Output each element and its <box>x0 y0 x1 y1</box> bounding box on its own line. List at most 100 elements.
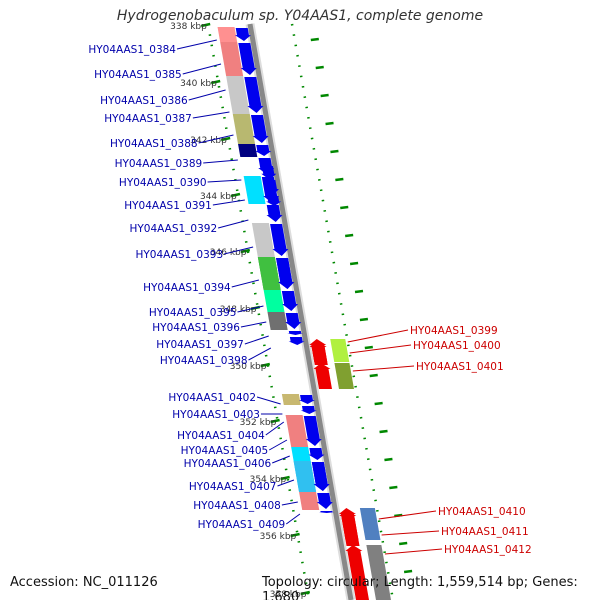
gene-arrow-forward <box>263 180 279 196</box>
cog-block <box>366 545 391 600</box>
kbp-tick-label: 338 kbp <box>170 22 207 32</box>
major-tick <box>300 590 311 596</box>
cog-block <box>220 42 244 76</box>
cog-block <box>232 114 256 144</box>
label-leader-lines <box>176 39 443 555</box>
cog-block <box>285 415 309 447</box>
leader-line <box>265 421 285 436</box>
minor-tick <box>359 317 369 322</box>
gene-arrow-forward <box>270 224 289 256</box>
leader-line <box>347 329 409 343</box>
cog-color-blocks <box>217 27 391 600</box>
gene-label-forward: HY04AAS1_0407 <box>189 481 277 493</box>
gene-arrow-forward <box>318 511 335 513</box>
major-tick <box>220 136 231 142</box>
leader-line <box>277 479 295 487</box>
major-tick <box>290 532 300 538</box>
gene-label-forward: HY04AAS1_0398 <box>160 355 248 367</box>
gene-label-forward: HY04AAS1_0389 <box>115 158 203 170</box>
gene-label-forward: HY04AAS1_0394 <box>143 282 231 294</box>
leader-line <box>244 335 269 345</box>
leader-line <box>188 89 226 101</box>
gene-label-reverse: HY04AAS1_0399 <box>410 325 498 337</box>
cog-block <box>251 223 275 257</box>
gene-label-forward: HY04AAS1_0396 <box>152 322 240 334</box>
cog-block <box>263 290 285 312</box>
accession-text: Accession: NC_011126 <box>10 575 158 590</box>
leader-line <box>207 179 242 183</box>
minor-tick <box>320 93 329 98</box>
leader-line <box>285 513 301 525</box>
leader-line <box>224 246 254 255</box>
kbp-tick-label: 350 kbp <box>230 362 267 372</box>
leader-line <box>231 279 260 288</box>
cog-block <box>238 144 258 157</box>
gene-arrow-forward <box>266 196 282 206</box>
minor-tick <box>384 457 393 462</box>
gene-arrow-forward <box>288 337 305 345</box>
cog-block <box>281 394 301 405</box>
gene-label-forward: HY04AAS1_0393 <box>135 249 223 261</box>
minor-tick <box>315 65 324 70</box>
kbp-tick-label: 340 kbp <box>180 79 217 89</box>
gene-label-forward: HY04AAS1_0391 <box>124 200 212 212</box>
cog-block <box>299 492 320 510</box>
leader-line <box>198 134 234 144</box>
major-tick <box>280 475 290 481</box>
gene-arrow-forward <box>261 166 277 180</box>
gene-arrow-reverse <box>339 510 360 546</box>
gene-label-forward: HY04AAS1_0390 <box>119 177 207 189</box>
gene-arrow-reverse <box>309 339 328 362</box>
minor-tick <box>399 541 408 546</box>
gene-label-reverse: HY04AAS1_0412 <box>444 544 532 556</box>
cog-block <box>267 312 288 330</box>
major-tick <box>210 79 221 85</box>
minor-tick <box>340 205 349 210</box>
kbp-tick-label: 352 kbp <box>240 418 277 428</box>
leader-line <box>384 548 443 555</box>
minor-tick <box>364 345 373 350</box>
gene-label-reverse: HY04AAS1_0410 <box>438 506 526 518</box>
gene-label-forward: HY04AAS1_0388 <box>110 138 198 150</box>
kbp-tick-label: 354 kbp <box>250 475 287 485</box>
gene-label-forward: HY04AAS1_0406 <box>184 458 272 470</box>
kbp-tick-label: 348 kbp <box>220 305 257 315</box>
gene-label-reverse: HY04AAS1_0401 <box>416 361 504 373</box>
minor-tick <box>403 569 413 574</box>
gene-arrow-forward <box>285 313 302 329</box>
gene-label-forward: HY04AAS1_0405 <box>181 445 269 457</box>
genome-summary-text: Topology: circular; Length: 1,559,514 bp… <box>262 575 578 600</box>
map-title: Hydrogenobaculum sp. Y04AAS1, complete g… <box>116 8 484 24</box>
leader-line <box>256 396 281 405</box>
minor-tick <box>354 289 364 294</box>
major-tick <box>200 22 211 28</box>
gene-label-forward: HY04AAS1_0386 <box>100 95 188 107</box>
gene-label-forward: HY04AAS1_0404 <box>177 430 265 442</box>
cog-block <box>257 257 281 290</box>
minor-tick <box>379 429 388 434</box>
minor-tick <box>345 233 354 238</box>
leader-line <box>203 159 238 164</box>
gene-arrow-reverse <box>345 545 369 600</box>
major-tick <box>270 418 280 424</box>
leader-line <box>268 439 288 451</box>
major-tick <box>230 192 241 198</box>
gene-arrow-forward <box>298 395 315 404</box>
gene-label-reverse: HY04AAS1_0411 <box>441 526 529 538</box>
major-ticks <box>200 22 413 596</box>
gene-arrow-forward <box>234 28 251 41</box>
gene-arrow-forward <box>266 205 283 222</box>
kbp-tick-label: 356 kbp <box>260 532 297 542</box>
gene-label-forward: HY04AAS1_0403 <box>172 409 260 421</box>
gene-label-forward: HY04AAS1_0395 <box>149 307 237 319</box>
gene-labels: HY04AAS1_0384 HY04AAS1_0385 HY04AAS1_0386 H… <box>88 44 531 556</box>
gene-arrow-forward <box>281 291 299 311</box>
leader-line <box>281 501 298 506</box>
gene-arrow-forward <box>276 258 295 289</box>
cog-block <box>334 363 355 389</box>
leader-line <box>212 199 245 206</box>
cog-block <box>293 461 317 492</box>
leader-line <box>240 321 267 328</box>
cog-block <box>226 76 250 114</box>
